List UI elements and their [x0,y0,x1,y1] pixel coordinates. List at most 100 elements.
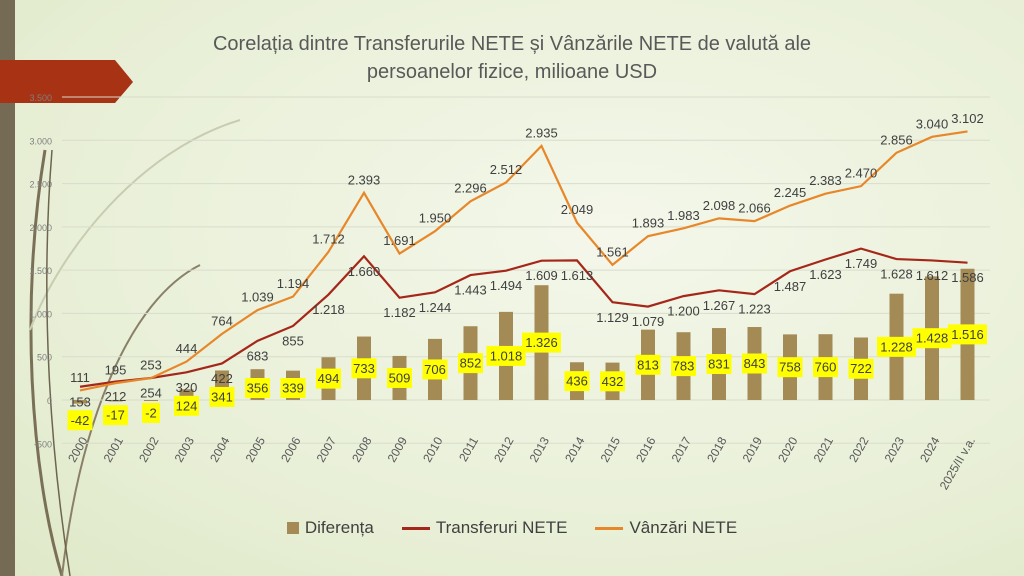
label-transferuri: 1.244 [419,300,452,315]
label-vanzari: 1.950 [419,211,452,226]
y-tick-label: 0 [47,396,52,406]
legend-swatch [595,526,624,530]
legend-label: Transferuri NETE [435,518,568,537]
label-diferenta: 813 [637,357,659,372]
label-highlight [387,367,412,388]
label-vanzari: 1.194 [277,276,310,291]
label-vanzari: 2.470 [845,166,878,181]
legend-label: Diferența [304,518,374,537]
x-tick-label: 2016 [633,434,659,464]
x-tick-label: 2008 [349,434,375,464]
label-vanzari: 2.393 [348,172,381,187]
label-transferuri: 1.223 [738,302,771,317]
label-diferenta: 436 [566,374,588,389]
label-vanzari: 253 [140,358,162,373]
label-diferenta: 706 [424,362,446,377]
label-highlight [67,410,93,431]
x-tick-label: 2002 [136,434,162,464]
decor-curve [61,264,201,576]
x-tick-label: 2009 [385,434,411,464]
x-tick-label: 2019 [740,434,766,464]
x-tick-label: 2020 [775,434,801,464]
label-vanzari: 1.712 [312,231,345,246]
bar-diferenta [144,400,158,401]
label-transferuri: 320 [176,380,198,395]
decor-arrow [0,60,133,103]
x-tick-label: 2005 [243,434,269,464]
label-transferuri: 1.609 [525,268,558,283]
label-vanzari: 2.856 [880,132,913,147]
label-vanzari: 2.296 [454,181,487,196]
label-highlight [848,358,874,379]
x-tick-label: 2003 [172,434,198,464]
label-transferuri: 1.613 [561,268,594,283]
label-highlight [671,356,696,377]
x-tick-label: 2018 [704,434,730,464]
y-tick-label: 3.000 [29,136,52,146]
x-tick-label: 2017 [669,434,695,464]
label-transferuri: 212 [105,389,127,404]
x-tick-label: 2001 [101,434,127,464]
label-transferuri: 1.218 [312,302,345,317]
label-transferuri: 683 [247,348,269,363]
label-highlight [142,403,160,423]
label-diferenta: 722 [850,361,872,376]
label-highlight [813,357,838,378]
label-vanzari: 3.102 [951,111,984,126]
label-vanzari: 2.098 [703,198,736,213]
label-highlight [103,405,128,426]
label-vanzari: 3.040 [916,116,949,131]
legend-swatch [286,522,299,534]
y-tick-label: 1.000 [29,309,52,319]
label-diferenta: -17 [106,408,125,423]
legend-item-vanzari: Vânzări NETE [595,518,737,538]
label-highlight [209,386,235,407]
label-transferuri: 1.586 [951,270,984,285]
x-tick-label: 2022 [846,434,872,464]
x-tick-label: 2013 [527,434,553,464]
x-tick-label: 2012 [491,434,517,464]
x-tick-label: 2006 [278,434,304,464]
label-transferuri: 153 [69,394,91,409]
label-transferuri: 1.129 [596,310,629,325]
label-transferuri: 855 [282,333,304,348]
legend-item-diferenta: Diferența [286,518,374,538]
label-vanzari: 764 [211,313,233,328]
label-highlight [912,328,952,349]
label-diferenta: 733 [353,361,375,376]
label-vanzari: 1.039 [241,290,274,305]
y-tick-label: -500 [34,439,52,449]
label-vanzari: 2.066 [738,201,771,216]
label-vanzari: 1.893 [632,216,665,231]
label-diferenta: 783 [673,359,695,374]
label-diferenta: -2 [145,406,157,421]
x-tick-label: 2000 [65,434,91,464]
label-highlight [458,353,483,374]
line-transferuri [79,247,968,388]
label-transferuri: 1.182 [383,305,416,320]
decor-curve [29,149,64,576]
label-highlight [742,353,767,374]
label-vanzari: 2.512 [490,162,523,177]
label-vanzari: 444 [176,341,198,356]
bar-diferenta [179,389,194,400]
label-diferenta: 1.428 [916,331,949,346]
y-tick-label: 2.500 [29,180,52,190]
x-tick-label: 2004 [207,434,233,464]
label-diferenta: 1.018 [490,348,523,363]
label-highlight [280,378,306,398]
label-highlight [245,378,270,398]
label-highlight [948,324,987,345]
label-transferuri: 1.623 [809,267,842,282]
label-highlight [635,354,661,375]
decor-curve [29,119,241,331]
x-tick-label: 2024 [917,434,943,464]
label-transferuri: 1.443 [454,283,487,298]
label-vanzari: 1.691 [383,233,416,248]
left-decor-bar [0,0,15,576]
label-highlight [877,336,916,357]
label-highlight [600,371,625,392]
label-diferenta: 1.326 [525,335,558,350]
label-transferuri: 1.079 [632,314,665,329]
